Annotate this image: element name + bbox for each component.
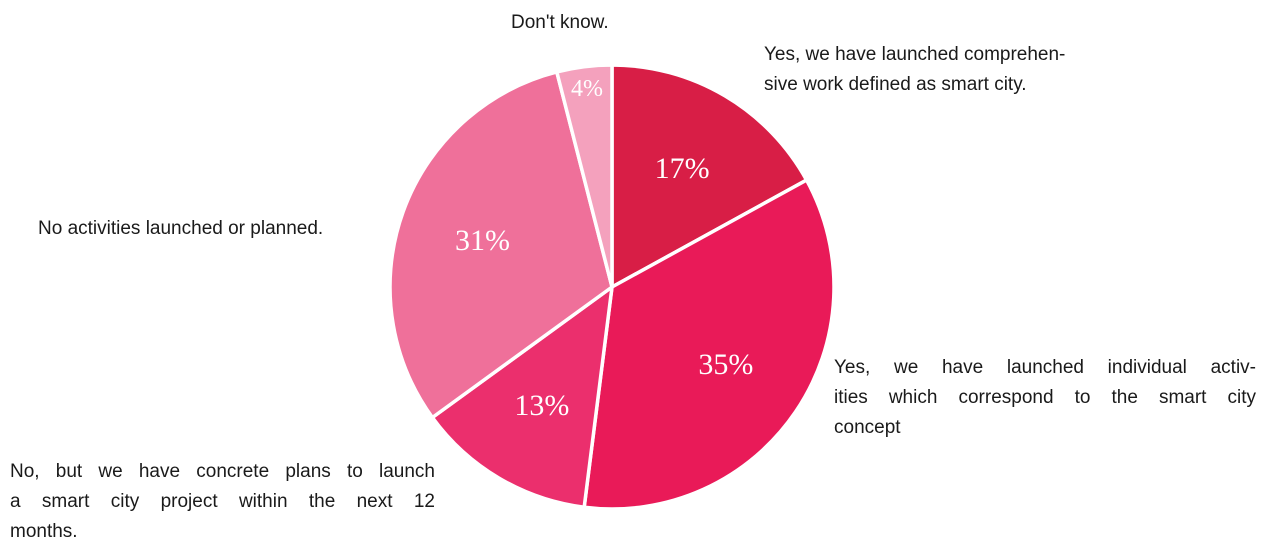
label-line: a smart city project within the next 12 [10,491,435,512]
label-line: ities which correspond to the smart city [834,387,1256,408]
pie-slice [430,285,614,509]
slice-value-label: 13% [514,389,569,422]
label-line: months. [10,521,78,542]
slice-value-label: 35% [698,348,753,381]
label-launched-individual: Yes, we have launched individual activ- … [834,353,1256,443]
label-line: No, but we have concrete plans to launch [10,461,435,482]
pie-slice [388,70,614,420]
label-line: concept [834,417,901,438]
slice-value-label: 4% [571,76,603,102]
label-line: Yes, we have launched comprehen- [764,44,1066,65]
label-line: No activities launched or planned. [38,218,324,239]
label-concrete-plans: No, but we have concrete plans to launch… [10,457,435,547]
label-no-activities: No activities launched or planned. [38,214,323,244]
label-line: sive work defined as smart city. [764,74,1027,95]
label-dont-know: Don't know. [511,8,609,38]
label-launched-comprehensive: Yes, we have launched comprehen- sive wo… [764,40,1065,100]
pie-slice [582,178,836,511]
label-line: Don't know. [511,12,609,33]
pie-slice [555,63,614,289]
pie-slice [610,63,809,289]
slice-value-label: 17% [655,152,710,185]
slice-value-label: 31% [455,224,510,257]
label-line: Yes, we have launched individual activ- [834,357,1256,378]
